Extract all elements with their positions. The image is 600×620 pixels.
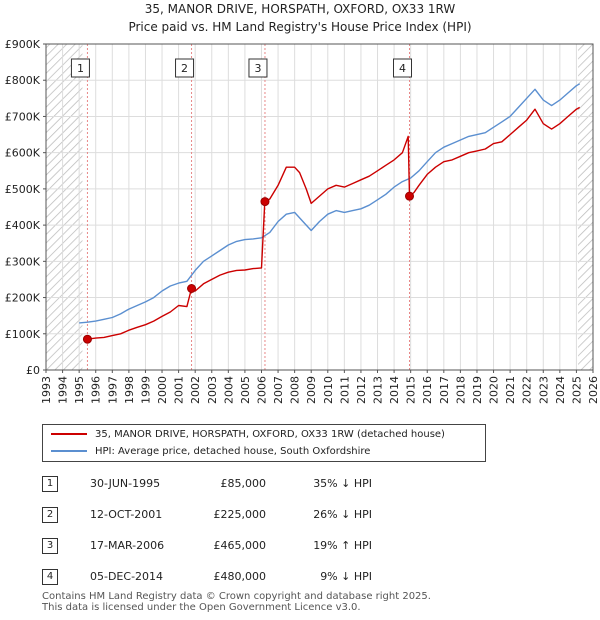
footer: Contains HM Land Registry data © Crown c…	[42, 591, 431, 613]
hpi-line	[79, 83, 581, 324]
y-tick-label: £100K	[5, 328, 41, 341]
sale-number-label: 2	[181, 62, 188, 75]
transaction-hpi-diff: 19% ↑ HPI	[313, 539, 372, 552]
x-tick-label: 1997	[106, 376, 119, 404]
footer-copyright: Contains HM Land Registry data © Crown c…	[42, 591, 431, 602]
x-tick-label: 2010	[322, 376, 335, 404]
plot-frame	[45, 43, 594, 371]
x-tick-label: 2007	[272, 376, 285, 404]
x-tick-label: 2020	[488, 376, 501, 404]
price-chart: 1 2 3 4 £0 £100K £200K £300K £400K £500K £600K £70…	[5, 38, 600, 404]
x-tick-label: 2018	[454, 376, 467, 404]
legend: 35, MANOR DRIVE, HORSPATH, OXFORD, OX33 …	[42, 424, 486, 462]
legend-item-hpi: HPI: Average price, detached house, Sout…	[51, 444, 370, 460]
y-tick-label: £700K	[5, 110, 41, 123]
transaction-price: £465,000	[213, 539, 267, 552]
x-tick-label: 1993	[40, 376, 53, 404]
x-tick-label: 2014	[388, 376, 401, 404]
transaction-number: 3	[42, 538, 58, 554]
chart-title: 35, MANOR DRIVE, HORSPATH, OXFORD, OX33 …	[0, 0, 600, 36]
y-tick-label: £0	[26, 364, 40, 377]
x-tick-label: 2004	[222, 376, 235, 404]
legend-item-property: 35, MANOR DRIVE, HORSPATH, OXFORD, OX33 …	[51, 427, 445, 443]
x-tick-label: 2024	[554, 376, 567, 404]
transaction-date: 05-DEC-2014	[90, 570, 164, 583]
x-tick-label: 1996	[90, 376, 103, 404]
x-tick-label: 2000	[156, 376, 169, 404]
legend-property-label: 35, MANOR DRIVE, HORSPATH, OXFORD, OX33 …	[95, 429, 445, 440]
x-tick-label: 2025	[570, 376, 583, 404]
x-tick-label: 1999	[139, 376, 152, 404]
x-tick-label: 2008	[289, 376, 302, 404]
transaction-number: 1	[42, 476, 58, 492]
legend-property-swatch	[51, 433, 87, 435]
property-price-line	[87, 106, 581, 340]
sale-number-box	[70, 58, 90, 78]
sale-number-label: 1	[77, 62, 84, 75]
sale-number-box	[248, 58, 268, 78]
x-tick-label: 2015	[405, 376, 418, 404]
x-tick-label: 2005	[239, 376, 252, 404]
transaction-hpi-diff: 26% ↓ HPI	[313, 508, 372, 521]
sale-point	[405, 191, 415, 201]
transaction-number: 4	[42, 569, 58, 585]
x-tick-label: 1994	[57, 376, 70, 404]
x-tick-label: 2013	[372, 376, 385, 404]
x-tick-label: 2011	[338, 376, 351, 404]
chart-title-line1: 35, MANOR DRIVE, HORSPATH, OXFORD, OX33 …	[144, 2, 456, 16]
transaction-date: 12-OCT-2001	[90, 508, 163, 521]
transaction-row: 4 05-DEC-2014 £480,000 9% ↓ HPI	[0, 567, 600, 589]
transaction-hpi-diff: 9% ↓ HPI	[320, 570, 372, 583]
x-tick-label: 2006	[255, 376, 268, 404]
hatched-region	[46, 44, 83, 370]
sale-number-box	[393, 58, 413, 78]
transaction-row: 3 17-MAR-2006 £465,000 19% ↑ HPI	[0, 536, 600, 558]
x-tick-label: 2002	[189, 376, 202, 404]
transaction-date: 17-MAR-2006	[90, 539, 165, 552]
transaction-price: £480,000	[213, 570, 267, 583]
y-tick-label: £400K	[5, 219, 41, 232]
transaction-row: 1 30-JUN-1995 £85,000 35% ↓ HPI	[0, 474, 600, 496]
y-tick-label: £600K	[5, 147, 41, 160]
x-tick-label: 2012	[355, 376, 368, 404]
sale-point	[260, 197, 270, 207]
x-tick-label: 2003	[206, 376, 219, 404]
hatched-region	[578, 44, 593, 370]
y-tick-label: £900K	[5, 38, 41, 51]
x-tick-label: 2022	[521, 376, 534, 404]
y-tick-label: £200K	[5, 292, 41, 305]
legend-hpi-swatch	[51, 450, 87, 452]
x-tick-label: 2016	[421, 376, 434, 404]
x-tick-label: 2009	[305, 376, 318, 404]
transaction-number: 2	[42, 507, 58, 523]
sale-point	[187, 284, 197, 293]
sale-number-box	[175, 58, 195, 78]
legend-hpi-label: HPI: Average price, detached house, Sout…	[95, 446, 371, 457]
sale-point	[82, 334, 92, 344]
y-tick-label: £500K	[5, 183, 41, 196]
transaction-price: £85,000	[220, 477, 267, 490]
footer-licence: This data is licensed under the Open Gov…	[42, 602, 361, 613]
sale-number-label: 3	[254, 62, 261, 75]
transaction-date: 30-JUN-1995	[90, 477, 161, 490]
y-tick-label: £800K	[5, 74, 41, 87]
y-tick-label: £300K	[5, 255, 41, 268]
x-tick-label: 2019	[471, 376, 484, 404]
x-tick-label: 1998	[123, 376, 136, 404]
transaction-hpi-diff: 35% ↓ HPI	[313, 477, 372, 490]
x-tick-label: 2023	[537, 376, 550, 404]
x-tick-label: 1995	[73, 376, 86, 404]
x-tick-label: 2021	[504, 376, 517, 404]
x-tick-label: 2017	[438, 376, 451, 404]
x-tick-label: 2001	[173, 376, 186, 404]
x-tick-label: 2026	[587, 376, 600, 404]
transaction-row: 2 12-OCT-2001 £225,000 26% ↓ HPI	[0, 505, 600, 527]
transaction-price: £225,000	[213, 508, 267, 521]
sale-number-label: 4	[399, 62, 406, 75]
chart-title-line2: Price paid vs. HM Land Registry's House …	[128, 20, 472, 34]
